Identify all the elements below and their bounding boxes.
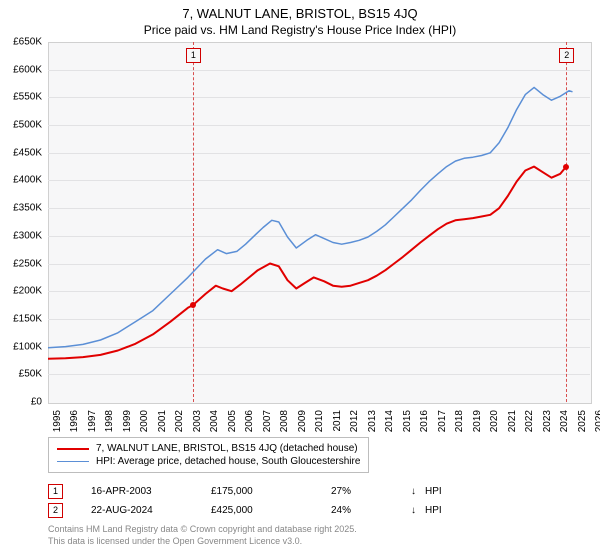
line-series-svg [48, 42, 590, 402]
x-tick-label: 2020 [489, 410, 500, 432]
series-line-hpi [48, 87, 573, 347]
series-line-price_paid [48, 167, 566, 359]
chart-area: £0£50K£100K£150K£200K£250K£300K£350K£400… [48, 42, 590, 402]
legend-item-hpi: HPI: Average price, detached house, Sout… [57, 455, 360, 468]
x-tick-label: 2011 [332, 410, 343, 432]
x-tick-label: 2025 [577, 410, 588, 432]
chart-marker-box: 2 [559, 48, 574, 63]
sale-price-2: £425,000 [211, 505, 331, 516]
y-tick-label: £350K [0, 203, 42, 214]
sale-date-2: 22-AUG-2024 [91, 505, 211, 516]
legend-swatch-hpi [57, 461, 89, 462]
footer-attribution: Contains HM Land Registry data © Crown c… [48, 524, 357, 547]
sale-against-1: HPI [425, 486, 465, 497]
x-tick-label: 2023 [542, 410, 553, 432]
sale-marker-box-2: 2 [48, 503, 63, 518]
x-tick-label: 1999 [122, 410, 133, 432]
y-tick-label: £400K [0, 175, 42, 186]
x-tick-label: 1998 [104, 410, 115, 432]
sale-row-2: 2 22-AUG-2024 £425,000 24% ↓ HPI [48, 501, 578, 520]
y-tick-label: £300K [0, 230, 42, 241]
x-tick-label: 2008 [279, 410, 290, 432]
chart-title: 7, WALNUT LANE, BRISTOL, BS15 4JQ [0, 6, 600, 21]
x-tick-label: 2009 [297, 410, 308, 432]
x-tick-label: 2026 [594, 410, 600, 432]
x-tick-label: 1996 [69, 410, 80, 432]
x-tick-label: 2021 [507, 410, 518, 432]
x-tick-label: 2000 [139, 410, 150, 432]
down-arrow-icon: ↓ [411, 505, 425, 516]
x-tick-label: 2001 [157, 410, 168, 432]
sale-price-1: £175,000 [211, 486, 331, 497]
y-tick-label: £650K [0, 37, 42, 48]
title-block: 7, WALNUT LANE, BRISTOL, BS15 4JQ Price … [0, 0, 600, 37]
sale-date-1: 16-APR-2003 [91, 486, 211, 497]
legend-item-price-paid: 7, WALNUT LANE, BRISTOL, BS15 4JQ (detac… [57, 442, 360, 455]
y-tick-label: £450K [0, 147, 42, 158]
legend: 7, WALNUT LANE, BRISTOL, BS15 4JQ (detac… [48, 437, 369, 473]
y-tick-label: £0 [0, 397, 42, 408]
x-tick-label: 2016 [419, 410, 430, 432]
chart-subtitle: Price paid vs. HM Land Registry's House … [0, 23, 600, 37]
sale-against-2: HPI [425, 505, 465, 516]
x-tick-label: 2013 [367, 410, 378, 432]
sale-pct-1: 27% [331, 486, 411, 497]
sale-row-1: 1 16-APR-2003 £175,000 27% ↓ HPI [48, 482, 578, 501]
x-tick-label: 2022 [524, 410, 535, 432]
footer-line-2: This data is licensed under the Open Gov… [48, 536, 357, 548]
x-tick-label: 2024 [559, 410, 570, 432]
y-tick-label: £200K [0, 286, 42, 297]
legend-label-price-paid: 7, WALNUT LANE, BRISTOL, BS15 4JQ (detac… [96, 443, 358, 454]
y-tick-label: £600K [0, 64, 42, 75]
legend-swatch-price-paid [57, 448, 89, 450]
legend-label-hpi: HPI: Average price, detached house, Sout… [96, 456, 360, 467]
y-tick-label: £100K [0, 341, 42, 352]
y-tick-label: £500K [0, 120, 42, 131]
chart-container: 7, WALNUT LANE, BRISTOL, BS15 4JQ Price … [0, 0, 600, 560]
x-tick-label: 2003 [192, 410, 203, 432]
sale-point-dot [190, 302, 196, 308]
sale-pct-2: 24% [331, 505, 411, 516]
y-tick-label: £50K [0, 369, 42, 380]
x-tick-label: 2019 [472, 410, 483, 432]
footer-line-1: Contains HM Land Registry data © Crown c… [48, 524, 357, 536]
sale-data-table: 1 16-APR-2003 £175,000 27% ↓ HPI 2 22-AU… [48, 482, 578, 520]
chart-marker-box: 1 [186, 48, 201, 63]
x-tick-label: 2005 [227, 410, 238, 432]
x-tick-label: 2006 [244, 410, 255, 432]
down-arrow-icon: ↓ [411, 486, 425, 497]
x-tick-label: 1995 [52, 410, 63, 432]
y-tick-label: £250K [0, 258, 42, 269]
y-tick-label: £150K [0, 313, 42, 324]
x-tick-label: 2017 [437, 410, 448, 432]
x-tick-label: 2018 [454, 410, 465, 432]
x-tick-label: 2004 [209, 410, 220, 432]
sale-point-dot [563, 164, 569, 170]
x-tick-label: 2010 [314, 410, 325, 432]
y-tick-label: £550K [0, 92, 42, 103]
x-tick-label: 2007 [262, 410, 273, 432]
x-tick-label: 2014 [384, 410, 395, 432]
x-tick-label: 1997 [87, 410, 98, 432]
x-tick-label: 2012 [349, 410, 360, 432]
sale-marker-box-1: 1 [48, 484, 63, 499]
x-tick-label: 2002 [174, 410, 185, 432]
x-tick-label: 2015 [402, 410, 413, 432]
